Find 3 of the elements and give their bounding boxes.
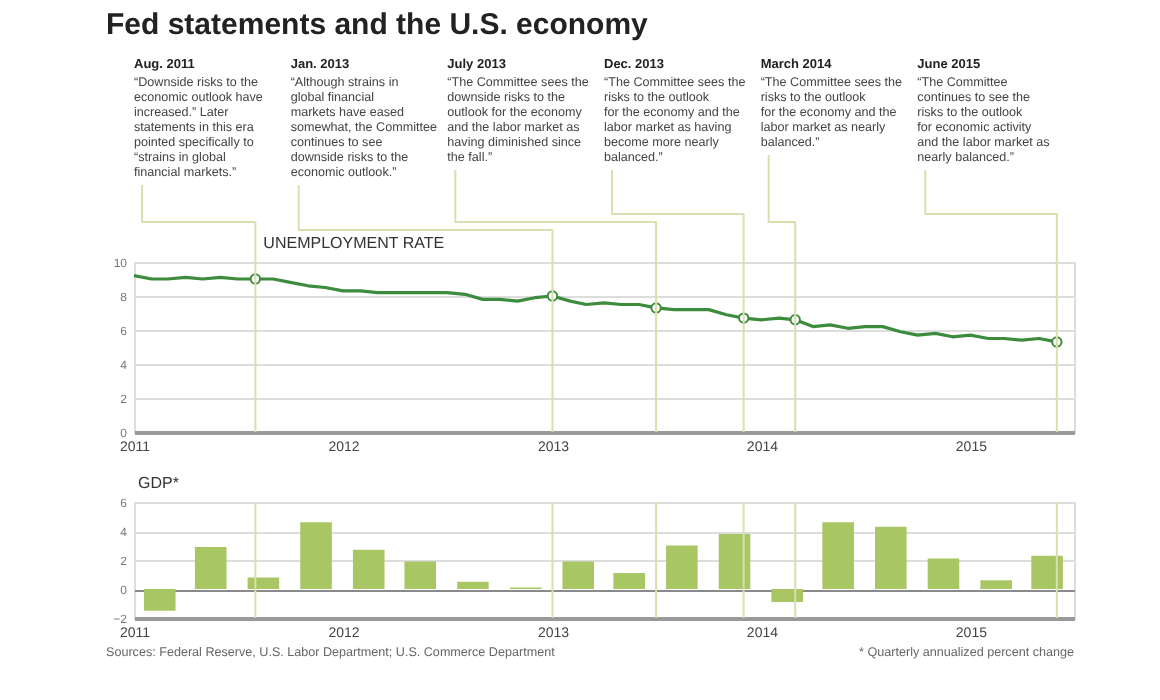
y-axis-title: UNEMPLOYMENT RATE [263,234,445,252]
y-axis-title: GDP* [138,474,179,492]
chart-title: Fed statements and the U.S. economy [106,8,650,42]
